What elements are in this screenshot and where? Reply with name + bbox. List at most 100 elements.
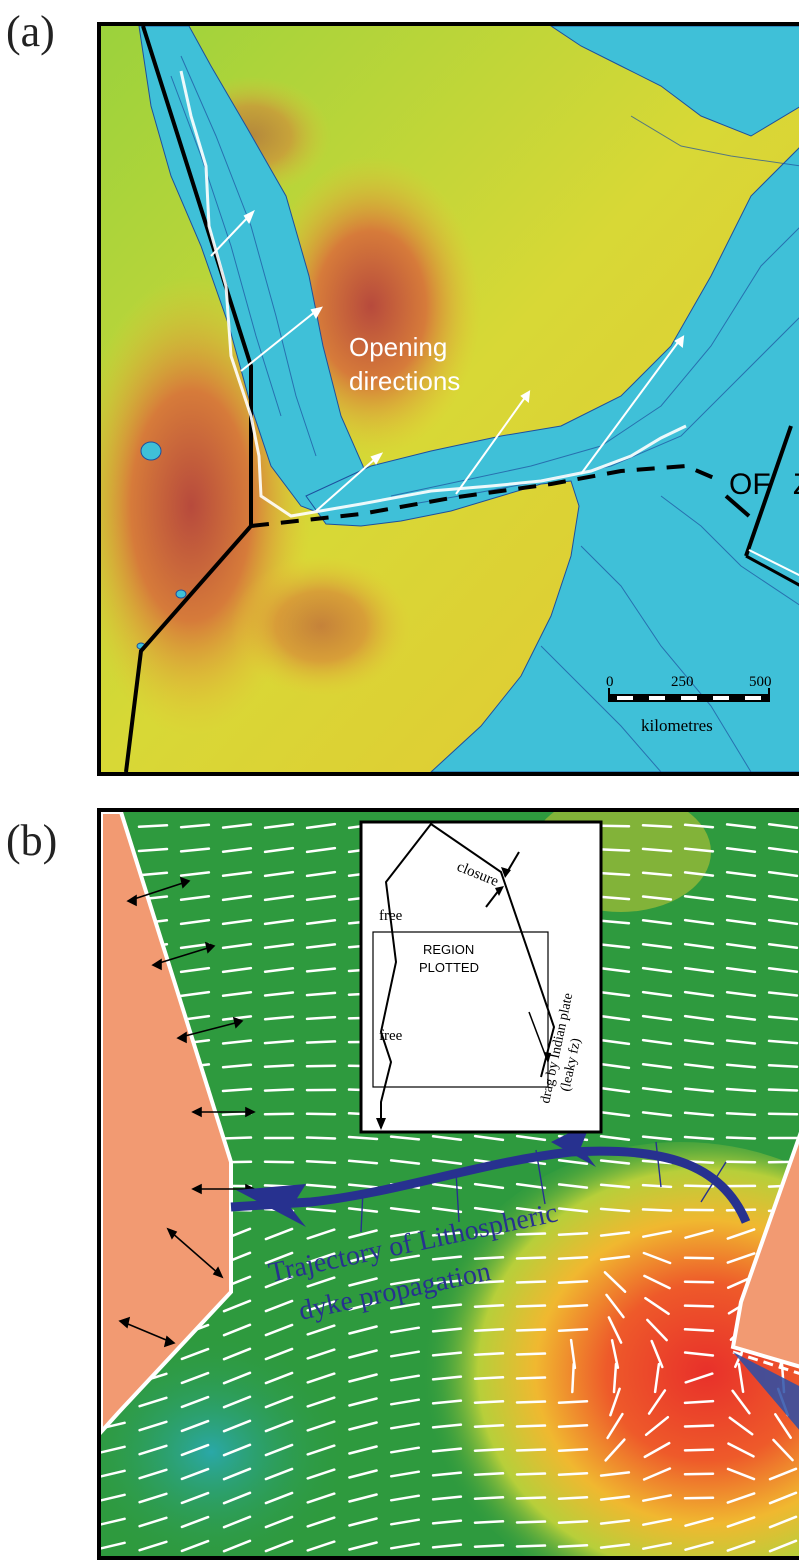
stress-tick — [348, 1517, 378, 1527]
stress-tick — [264, 1347, 294, 1361]
stress-tick — [557, 1519, 589, 1525]
stress-tick — [221, 918, 253, 926]
stress-tick — [473, 1232, 505, 1236]
stress-tick — [305, 1183, 337, 1189]
rift-axis — [179, 70, 687, 518]
stress-tick — [515, 1328, 547, 1332]
owen-fz-double-line — [745, 554, 799, 587]
stress-tick — [431, 1375, 463, 1381]
opening-direction-arrows — [210, 209, 685, 512]
stress-tick — [431, 1135, 463, 1141]
drag-arrowhead — [544, 1052, 551, 1064]
stress-tick — [726, 1516, 756, 1528]
scale-tick-250: 250 — [671, 674, 694, 690]
stress-tick — [179, 990, 211, 998]
stress-tick — [305, 1015, 337, 1021]
stress-tick — [725, 847, 757, 853]
stress-tick — [599, 1086, 631, 1094]
opening-double-arrows — [118, 876, 256, 1348]
stress-tick — [137, 823, 169, 829]
stress-tick — [348, 1373, 378, 1383]
stress-tick — [725, 1136, 757, 1140]
stress-tick — [599, 1135, 631, 1141]
stress-tick — [347, 1159, 379, 1165]
stress-tick — [641, 1111, 673, 1117]
stress-tick — [389, 1446, 421, 1454]
trajectory-arrowhead — [236, 1184, 306, 1227]
stress-tick — [767, 942, 799, 950]
stress-tick — [599, 1231, 631, 1237]
stress-tick — [222, 1419, 252, 1433]
stress-tick — [473, 1472, 505, 1476]
stress-tick — [725, 1039, 757, 1045]
stress-tick — [557, 1543, 589, 1549]
stress-tick — [138, 1492, 168, 1504]
stress-tick — [389, 1302, 421, 1310]
stress-tick — [264, 1395, 294, 1409]
stress-tick — [348, 1469, 378, 1479]
stress-tick — [101, 1517, 126, 1526]
stress-tick — [222, 1515, 252, 1529]
stress-tick — [473, 1544, 505, 1548]
stress-tick — [306, 1492, 336, 1504]
stress-tick — [348, 1301, 378, 1311]
stress-tick — [599, 1062, 631, 1070]
stress-tick — [725, 823, 757, 829]
stress-tick — [263, 870, 295, 878]
stress-tick — [263, 1015, 295, 1021]
stress-tick — [642, 1494, 672, 1502]
stress-tick — [641, 966, 673, 974]
stress-tick — [642, 1230, 672, 1238]
opening-directions-label-line1: Opening — [349, 332, 447, 362]
stress-tick — [515, 1207, 547, 1213]
stress-tick — [599, 1471, 631, 1477]
stress-tick — [180, 1347, 210, 1361]
fault-label-of: OF — [729, 468, 771, 501]
stress-tick — [306, 1348, 336, 1360]
stress-tick — [431, 1303, 463, 1309]
stress-tick — [305, 1040, 337, 1044]
stress-tick — [684, 1372, 714, 1384]
stress-tick — [389, 1350, 421, 1358]
stress-tick — [263, 967, 295, 973]
stress-tick — [642, 1518, 672, 1526]
stress-tick — [557, 1158, 589, 1166]
stress-tick — [726, 1228, 756, 1240]
stress-tick — [641, 1062, 673, 1070]
stress-tick — [389, 1374, 421, 1382]
stress-tick — [179, 918, 211, 926]
stress-tick — [642, 1251, 672, 1265]
stress-tick — [305, 870, 337, 878]
stress-tick — [641, 1038, 673, 1046]
stress-tick — [222, 1539, 252, 1553]
stress-tick — [222, 1371, 252, 1385]
stress-tick — [431, 1471, 463, 1477]
stress-tick — [221, 1063, 253, 1069]
stress-tick — [263, 1112, 295, 1116]
stress-tick — [557, 1399, 589, 1405]
stress-tick — [515, 1544, 547, 1548]
stress-tick — [515, 1376, 547, 1380]
stress-tick — [473, 1328, 505, 1332]
stress-tick — [599, 967, 631, 973]
stress-tick — [305, 1064, 337, 1068]
stress-tick — [599, 1207, 631, 1213]
stress-tick — [683, 1399, 715, 1405]
lake — [175, 589, 187, 599]
stress-tick — [264, 1275, 294, 1289]
stress-tick — [473, 1424, 505, 1428]
stress-tick — [767, 1063, 799, 1069]
stress-tick — [641, 823, 673, 829]
stress-tick — [767, 846, 799, 854]
stress-tick — [137, 847, 169, 853]
stress-tick — [305, 846, 337, 854]
stress-tick — [599, 1038, 631, 1046]
stress-tick — [643, 1441, 671, 1459]
stress-tick — [683, 966, 715, 974]
stress-tick — [683, 894, 715, 902]
stress-tick — [641, 1183, 673, 1189]
stress-tick — [767, 822, 799, 830]
stress-tick — [683, 823, 715, 829]
stress-tick — [221, 823, 253, 829]
stress-tick — [683, 1472, 715, 1476]
